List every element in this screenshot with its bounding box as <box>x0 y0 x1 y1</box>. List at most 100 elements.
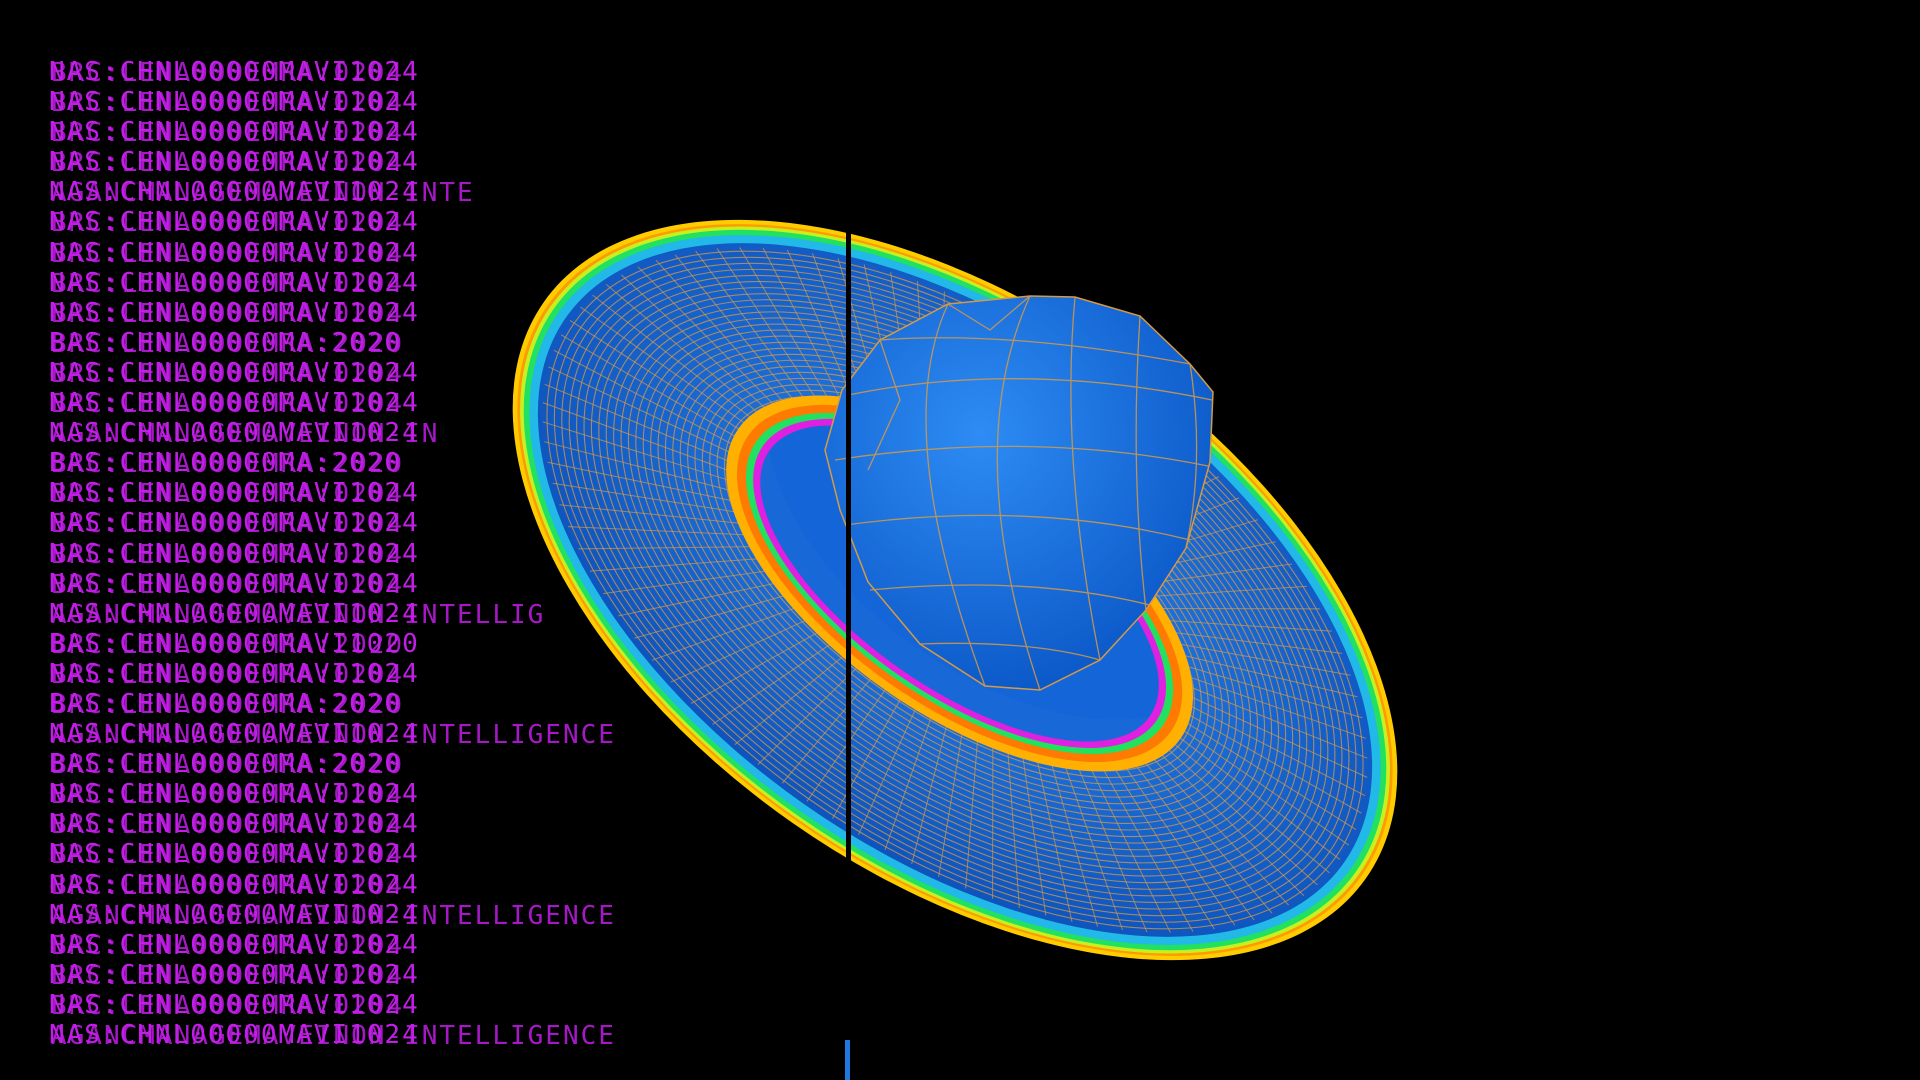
wire-spoke <box>1158 751 1305 896</box>
log-text: NAS:CHNL00000MAVI1024 <box>49 779 420 810</box>
log-text: NAS:CHNL00000MAVI1024 <box>49 87 420 118</box>
log-line: NAS:CHNL00000MAVI1024 BRC:LENA000EMRA:020… <box>49 87 809 119</box>
log-text: BRC:LENA000EMRA:0204 <box>51 539 405 570</box>
log-line: NAS:CHNL00000MAVI1024 BRC:LENA000EMRA:020… <box>49 508 809 539</box>
wire-spoke <box>1112 764 1215 930</box>
log-text: BRC:LENA000EMRA:0204 <box>51 389 405 420</box>
wire-spoke <box>762 247 843 404</box>
wire-spoke <box>617 581 781 617</box>
log-text: NAS:CHNL00000MAVI1024 <box>49 1020 420 1050</box>
log-line: BAS:CHNL00000MA:2020 BRC:LENA000EMRA:2020 <box>49 327 809 359</box>
wire-spoke <box>592 294 754 421</box>
log-text: BAS:CHNL00000MA:2020 <box>49 327 403 358</box>
log-text: BRC:LENA000EMRA:2020 <box>51 629 405 660</box>
central-sphere <box>824 295 1214 691</box>
wire-spoke <box>1185 675 1366 739</box>
log-text: BAS:CHNL00000MA:2020 <box>49 448 403 479</box>
log-line: NAS:CHNL00000MAVI1024 AGANCMANAGEMAVEINON… <box>49 899 809 931</box>
wire-spoke <box>542 421 733 482</box>
wire-spoke <box>832 692 905 819</box>
wire-spoke <box>567 526 751 536</box>
log-text: BRC:LENA000EMRA:0204 <box>51 930 405 961</box>
log-text: BRC:LENA000EMRA:0204 <box>51 780 405 811</box>
log-text: BAS:CHNL00000MA:2020 <box>49 688 403 719</box>
log-line: NAS:CHNL00000MAVI1024 BRC:LENA000EMRA:020… <box>49 147 809 178</box>
log-text: AGANCMANAGEMAVEINON-INTE <box>51 178 475 209</box>
wire-spoke <box>1174 642 1351 676</box>
wire-spoke <box>938 726 964 877</box>
log-line: NAS:CHNL00000MAVI1024 AGANCMANAGEMAVEINON… <box>49 418 809 450</box>
log-text: NAS:CHNL00000MAVI1024 <box>49 899 420 930</box>
log-line: NAS:CHNL00000MAVI1024 BRC:LENA000EMRA:020… <box>49 870 809 901</box>
log-line: NAS:CHNL00000MAVI1024 BRC:LENA000EMRA:020… <box>49 297 809 329</box>
log-text: BRC:LENA000EMRA:0204 <box>51 358 405 389</box>
bottom-marker[interactable] <box>845 1040 850 1080</box>
log-line: NAS:CHNL00000MAVI1024 BRC:LENA000EMRA:020… <box>49 989 809 1021</box>
log-text: NAS:CHNL00000MAVI1024 <box>49 478 420 509</box>
log-text: NAS:CHNL00000MAVI1024 <box>49 267 420 298</box>
log-text: BRC:LENA000EMRA:0204 <box>51 118 405 149</box>
wire-spoke <box>544 383 732 463</box>
log-text: NAS:CHNL00000MAVI1024 <box>49 598 420 629</box>
wire-spoke <box>1155 608 1321 610</box>
wire-spoke <box>1049 758 1099 927</box>
wire-spoke <box>734 651 849 746</box>
log-line: NAS:CHNL00000MAVI1024 BRC:LENA000EMRA:020… <box>49 117 809 149</box>
log-text: AGANCMANAGEMAVEINON-INTELLIGENCE <box>51 1021 616 1051</box>
log-line: NAS:CHNL00000MAVI1024 BRC:LENA000EMRA:020… <box>49 267 809 299</box>
wire-spoke <box>1168 631 1343 654</box>
log-text: BRC:LENA000EMRA:0204 <box>51 569 405 600</box>
log-text: BRC:LENA000EMRA:0204 <box>51 870 405 901</box>
log-line: NAS:CHNL00000MAVI1024 AGANCMANAGEMAVEINON… <box>49 177 809 209</box>
wire-spoke <box>542 402 732 473</box>
log-line: BAS:CHNL00000MA:2020 BRC:LENA000EMRA:2020 <box>49 749 809 780</box>
log-text: NAS:CHNL00000MAVI1024 <box>49 809 420 840</box>
log-text: AGANCMANAGEMAVEINON-IN <box>51 419 440 450</box>
log-line: NAS:CHNL00000MAVI1024 BRC:LENA000EMRA:020… <box>49 779 809 811</box>
wire-spoke <box>695 250 807 403</box>
wire-spoke <box>712 640 837 725</box>
wire-spoke <box>786 249 857 406</box>
wire-spoke <box>1132 761 1255 921</box>
vertical-divider[interactable] <box>846 205 851 875</box>
log-text: NAS:CHNL00000MAVI1024 <box>49 989 420 1020</box>
wire-spoke <box>1021 750 1047 916</box>
log-line: NAS:CHNL00000MAVI1024 BRC:LENA000EMRA:020… <box>49 539 809 570</box>
log-text: NAS:CHNL00000MAVI1024 <box>49 117 420 148</box>
wire-spoke <box>552 482 741 514</box>
log-text: NAS:CHNL00000MAVI1024 <box>49 147 420 178</box>
log-line: NAS:CHNL00000MAVI1024 BRC:LENA000EMRA:020… <box>49 809 809 840</box>
log-line: NAS:CHNL00000MAVI1024 AGANCMANAGEMAVEINON… <box>49 598 809 630</box>
wire-spoke <box>621 274 769 412</box>
wire-spoke <box>1187 703 1366 797</box>
log-line: NAS:CHNL00000MAVI1024 BRC:LENA000EMRA:020… <box>49 930 809 961</box>
log-line: NAS:CHNL00000MAVI1024 BRC:LENA000EMRA:020… <box>49 478 809 510</box>
log-line: NAS:CHNL00000MAVI1024 AGANCMANAGEMAVEINON… <box>49 1020 809 1051</box>
wire-spoke <box>569 319 743 432</box>
log-text: NAS:CHNL00000MAVI1024 <box>49 568 420 599</box>
log-overlay: NAS:CHNL00000MAVI1024 BRC:LENA000EMRA:020… <box>49 57 809 1051</box>
log-text: BRC:LENA000EMRA:0204 <box>51 88 405 119</box>
log-text: NAS:CHNL00000MAVI1024 <box>49 959 420 990</box>
inner-tube <box>760 450 1150 742</box>
log-text: AGANCMANAGEMAVEINON-INTELLIGENCE <box>51 900 616 931</box>
log-text: BAS:CHNL00000MAVI1020 <box>49 628 420 659</box>
log-text: BRC:LENA000EMRA:0204 <box>51 238 405 269</box>
log-line: NAS:CHNL00000MAVI1024 BRC:LENA000EMRA:020… <box>49 839 809 870</box>
wire-spoke <box>1147 585 1307 598</box>
wire-spoke <box>560 334 739 439</box>
log-text: BRC:LENA000EMRA:0204 <box>51 479 405 510</box>
wire-spoke <box>781 672 876 784</box>
log-text: BRC:LENA000EMRA:0204 <box>51 208 405 239</box>
log-line: NAS:CHNL00000MAVI1024 BRC:LENA000EMRA:020… <box>49 207 809 239</box>
log-text: NAS:CHNL00000MAVI1024 <box>49 719 420 750</box>
log-text: BRC:LENA000EMRA:0204 <box>51 298 405 329</box>
log-text: NAS:CHNL00000MAVI1024 <box>49 177 420 208</box>
wire-spoke <box>1186 685 1368 759</box>
log-line: NAS:CHNL00000MAVI1024 BRC:LENA000EMRA:020… <box>49 959 809 991</box>
log-text: NAS:CHNL00000MAVI1024 <box>49 297 420 328</box>
log-line: NAS:CHNL00000MAVI1024 BRC:LENA000EMRA:020… <box>49 568 809 600</box>
log-text: NAS:CHNL00000MAVI1024 <box>49 357 420 388</box>
